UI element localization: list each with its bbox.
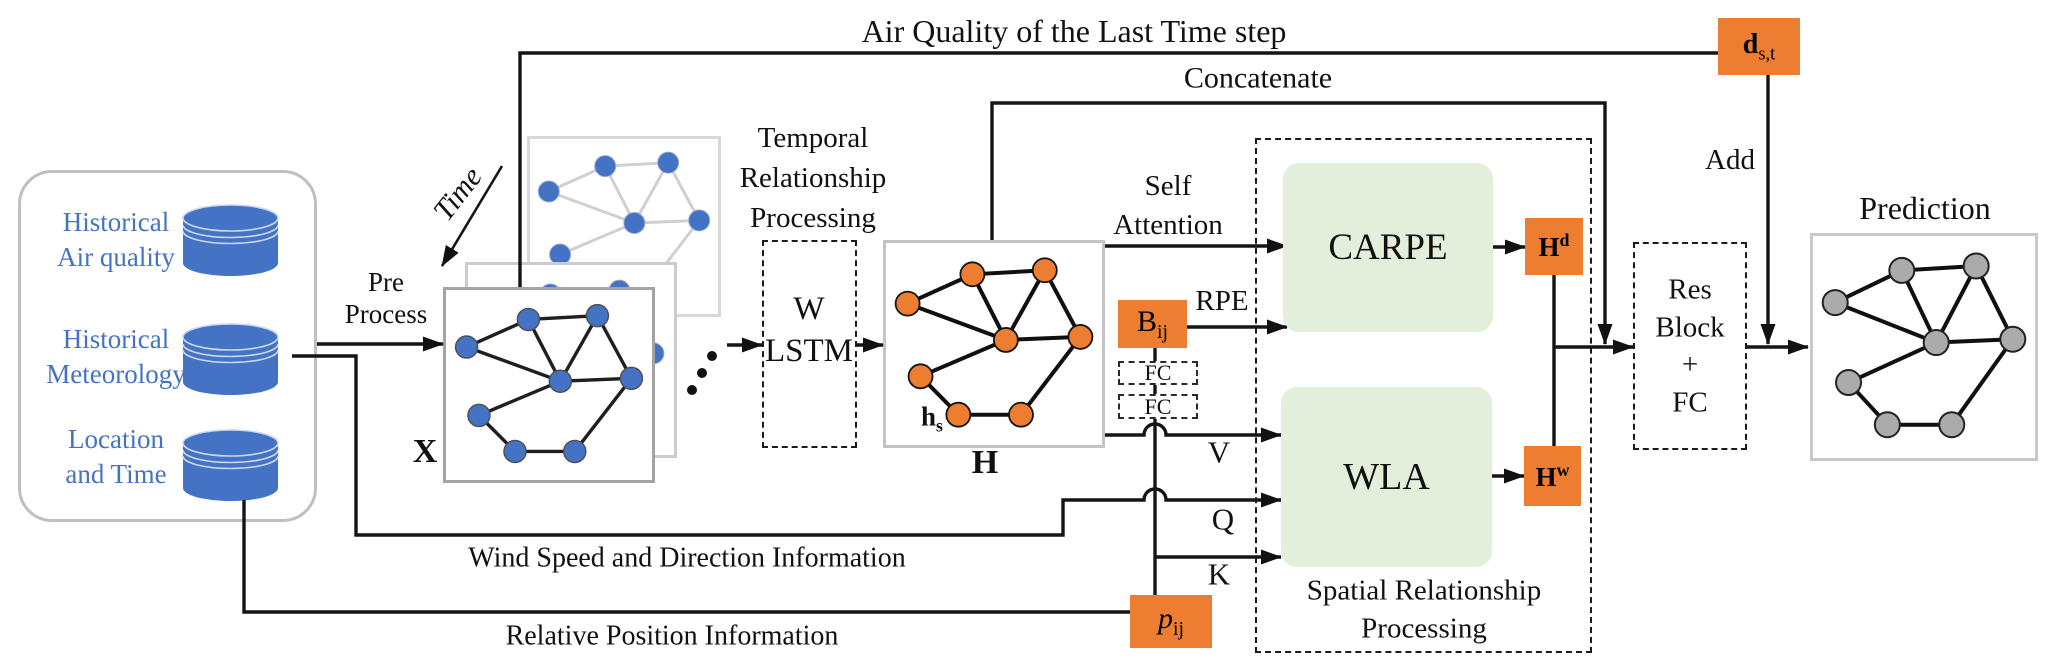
self-attention-label: Self Attention — [1113, 169, 1223, 241]
relative-info-label: Relative Position Information — [505, 620, 839, 652]
input-graph-panel-front — [443, 287, 655, 483]
prediction-graph-panel — [1810, 233, 2038, 461]
lstm-label: W LSTM — [764, 291, 854, 369]
spatial-processing-label: Spatial Relationship Processing — [1306, 574, 1542, 645]
dst-label: ds,t — [1742, 28, 1776, 64]
preprocess-label: Pre Process — [344, 267, 428, 329]
fc-label-2: FC — [1144, 393, 1172, 419]
dataset-label-air-quality: Historical Air quality — [57, 206, 175, 272]
k-label: K — [1207, 556, 1231, 592]
rpe-label: RPE — [1195, 284, 1249, 317]
temporal-processing-label: Temporal Relationship Processing — [739, 121, 887, 235]
res-block-label: Res Block + FC — [1655, 273, 1725, 419]
time-label: Time — [426, 160, 489, 228]
fc-label-1: FC — [1144, 360, 1172, 385]
dataset-label-location-time: Location and Time — [65, 423, 167, 489]
carpe-module: CARPE — [1283, 163, 1493, 332]
x-label: X — [412, 432, 438, 470]
carpe-label: CARPE — [1328, 227, 1448, 268]
input-graph-x — [454, 303, 644, 464]
hidden-state-graph-panel — [883, 240, 1105, 448]
air-quality-top-label: Air Quality of the Last Time step — [861, 13, 1287, 50]
spatial-processing-block — [1255, 138, 1592, 653]
database-icon-location-time — [182, 429, 279, 501]
dataset-label-meteorology: Historical Meteorology — [46, 323, 186, 389]
lstm-block — [762, 240, 857, 448]
ellipsis-dots — [687, 351, 717, 395]
pij-label: pij — [1158, 602, 1184, 640]
database-icon-meteorology — [182, 323, 279, 395]
add-label: Add — [1705, 143, 1755, 176]
hd-box: Hd — [1525, 218, 1583, 275]
hs-label: hs — [921, 401, 943, 436]
prediction-label: Prediction — [1859, 190, 1991, 227]
database-cylinder-icons — [182, 204, 279, 501]
pij-box: pij — [1130, 595, 1212, 648]
hidden-state-graph — [894, 257, 1094, 428]
wla-label: WLA — [1343, 456, 1430, 498]
res-block — [1633, 242, 1747, 450]
bij-box: Bij — [1118, 300, 1187, 348]
hw-label: Hw — [1535, 459, 1570, 492]
prediction-graph — [1821, 252, 2027, 439]
fc-block-1: FC — [1118, 360, 1198, 385]
concatenate-label: Concatenate — [1183, 61, 1333, 95]
wind-info-label: Wind Speed and Direction Information — [468, 542, 906, 574]
dst-box: ds,t — [1718, 18, 1800, 75]
wla-module: WLA — [1281, 387, 1492, 567]
hw-box: Hw — [1524, 446, 1581, 506]
fc-block-2: FC — [1118, 394, 1198, 419]
bij-label: Bij — [1136, 304, 1168, 343]
hd-label: Hd — [1538, 230, 1570, 262]
q-label: Q — [1211, 501, 1235, 537]
h-label: H — [971, 443, 999, 481]
input-datasets-panel — [18, 170, 317, 522]
database-icon-air-quality — [182, 204, 279, 276]
v-label: V — [1207, 434, 1231, 470]
